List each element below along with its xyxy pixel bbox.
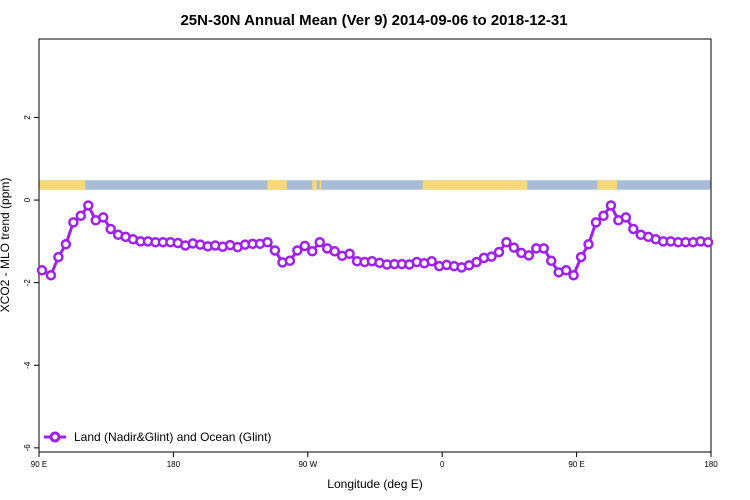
data-point [45, 269, 57, 281]
legend: Land (Nadir&Glint) and Ocean (Glint) [44, 430, 271, 444]
data-point [568, 269, 579, 281]
data-point [97, 212, 109, 223]
y-tick-label: 2 [23, 115, 32, 120]
data-point [471, 256, 482, 268]
land-segment [312, 180, 317, 190]
data-point [75, 210, 87, 222]
data-point [508, 242, 520, 253]
data-point [598, 210, 609, 222]
data-point [493, 246, 505, 258]
x-tick-label: 90 E [31, 460, 47, 469]
data-point [545, 255, 557, 267]
data-point [426, 255, 437, 267]
series-layer [36, 200, 714, 281]
data-point [590, 217, 602, 228]
data-point [269, 245, 281, 256]
land-segment [271, 180, 287, 190]
land-segment [267, 180, 275, 190]
y-tick-label: -6 [23, 444, 32, 452]
data-point [702, 236, 714, 248]
data-point [68, 217, 79, 228]
data-point [583, 239, 594, 250]
data-point [299, 240, 311, 252]
data-point [60, 239, 72, 250]
data-point [538, 243, 549, 254]
data-point [105, 223, 116, 235]
chart-title: 25N-30N Annual Mean (Ver 9) 2014-09-06 t… [180, 12, 567, 29]
x-tick-label: 90 E [568, 460, 584, 469]
ocean-band [39, 180, 711, 190]
data-point [292, 245, 303, 256]
data-point [605, 200, 617, 211]
legend-marker [49, 431, 61, 443]
land-segment [597, 180, 617, 190]
data-point [575, 251, 587, 263]
land-segment [319, 180, 322, 190]
land-segment [422, 180, 528, 190]
data-point [284, 255, 296, 267]
data-point [53, 251, 64, 263]
x-axis: 90 E 180 90 W 0 90 E 180 [31, 452, 718, 469]
data-point [560, 265, 572, 276]
land-segment [39, 180, 86, 190]
y-axis-label: XCO2 - MLO trend (ppm) [0, 178, 12, 313]
data-point [628, 223, 639, 235]
data-point [83, 200, 94, 211]
data-point [329, 246, 340, 257]
data-point [486, 251, 497, 262]
y-tick-label: -4 [23, 361, 32, 369]
y-tick-label: -2 [23, 279, 32, 287]
data-point [501, 236, 512, 248]
data-point [344, 248, 355, 260]
data-point [262, 236, 273, 248]
x-tick-label: 180 [704, 460, 718, 469]
legend-label: Land (Nadir&Glint) and Ocean (Glint) [74, 430, 271, 444]
x-tick-label: 180 [167, 460, 181, 469]
land-ocean-band [39, 180, 711, 190]
x-axis-label: Longitude (deg E) [327, 477, 422, 491]
y-tick-label: 0 [23, 197, 32, 202]
data-point [523, 250, 535, 261]
data-point [314, 236, 325, 248]
x-tick-label: 0 [440, 460, 445, 469]
y-axis: -6 -4 -2 0 2 [23, 115, 39, 452]
x-tick-label: 90 W [298, 460, 317, 469]
data-point [307, 246, 318, 257]
data-point [620, 212, 632, 223]
data-point [36, 265, 48, 276]
